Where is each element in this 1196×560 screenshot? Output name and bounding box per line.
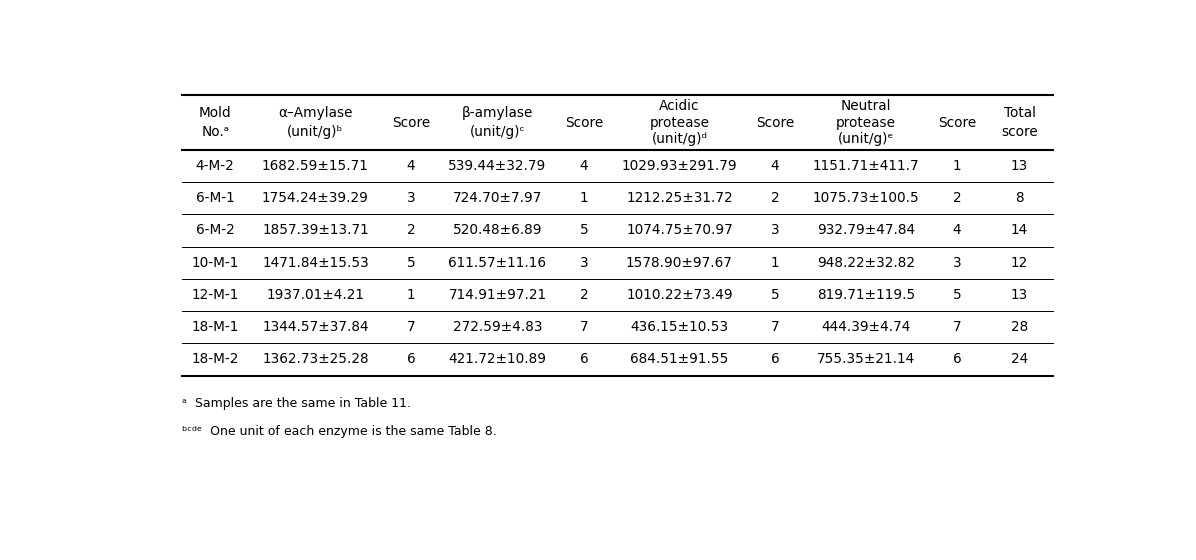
Text: Mold: Mold xyxy=(199,106,232,120)
Text: Total: Total xyxy=(1003,106,1036,120)
Text: 8: 8 xyxy=(1015,191,1024,205)
Text: 7: 7 xyxy=(580,320,588,334)
Text: 1: 1 xyxy=(953,159,962,173)
Text: 4: 4 xyxy=(580,159,588,173)
Text: 1: 1 xyxy=(580,191,588,205)
Text: Acidic: Acidic xyxy=(659,99,700,113)
Text: ᵃ  Samples are the same in Table 11.: ᵃ Samples are the same in Table 11. xyxy=(182,397,411,410)
Text: 1344.57±37.84: 1344.57±37.84 xyxy=(262,320,368,334)
Text: 2: 2 xyxy=(770,191,780,205)
Text: 5: 5 xyxy=(770,288,780,302)
Text: 3: 3 xyxy=(770,223,780,237)
Text: Neutral: Neutral xyxy=(841,99,891,113)
Text: 1: 1 xyxy=(407,288,415,302)
Text: 12-M-1: 12-M-1 xyxy=(191,288,239,302)
Text: 6-M-2: 6-M-2 xyxy=(196,223,234,237)
Text: Score: Score xyxy=(938,115,976,129)
Text: β-amylase: β-amylase xyxy=(462,106,533,120)
Text: 6: 6 xyxy=(407,352,415,366)
Text: 1010.22±73.49: 1010.22±73.49 xyxy=(627,288,733,302)
Text: 7: 7 xyxy=(407,320,415,334)
Text: 421.72±10.89: 421.72±10.89 xyxy=(448,352,547,366)
Text: 1471.84±15.53: 1471.84±15.53 xyxy=(262,256,368,270)
Text: 1212.25±31.72: 1212.25±31.72 xyxy=(627,191,733,205)
Text: Score: Score xyxy=(565,115,603,129)
Text: 1754.24±39.29: 1754.24±39.29 xyxy=(262,191,368,205)
Text: 1151.71±411.7: 1151.71±411.7 xyxy=(813,159,920,173)
Text: 13: 13 xyxy=(1011,288,1029,302)
Text: 24: 24 xyxy=(1011,352,1029,366)
Text: (unit/g)ᶜ: (unit/g)ᶜ xyxy=(470,125,525,139)
Text: 724.70±7.97: 724.70±7.97 xyxy=(453,191,542,205)
Text: 1074.75±70.97: 1074.75±70.97 xyxy=(627,223,733,237)
Text: 6: 6 xyxy=(953,352,962,366)
Text: 1075.73±100.5: 1075.73±100.5 xyxy=(813,191,920,205)
Text: 7: 7 xyxy=(770,320,780,334)
Text: 3: 3 xyxy=(407,191,415,205)
Text: 819.71±119.5: 819.71±119.5 xyxy=(817,288,915,302)
Text: 1362.73±25.28: 1362.73±25.28 xyxy=(262,352,368,366)
Text: 18-M-1: 18-M-1 xyxy=(191,320,239,334)
Text: score: score xyxy=(1001,125,1038,139)
Text: 948.22±32.82: 948.22±32.82 xyxy=(817,256,915,270)
Text: 755.35±21.14: 755.35±21.14 xyxy=(817,352,915,366)
Text: 3: 3 xyxy=(580,256,588,270)
Text: 1857.39±13.71: 1857.39±13.71 xyxy=(262,223,368,237)
Text: 13: 13 xyxy=(1011,159,1029,173)
Text: 6: 6 xyxy=(580,352,588,366)
Text: 2: 2 xyxy=(407,223,415,237)
Text: 436.15±10.53: 436.15±10.53 xyxy=(630,320,728,334)
Text: 5: 5 xyxy=(407,256,415,270)
Text: α–Amylase: α–Amylase xyxy=(279,106,353,120)
Text: 520.48±6.89: 520.48±6.89 xyxy=(453,223,542,237)
Text: 2: 2 xyxy=(580,288,588,302)
Text: 272.59±4.83: 272.59±4.83 xyxy=(453,320,542,334)
Text: 444.39±4.74: 444.39±4.74 xyxy=(822,320,911,334)
Text: 6: 6 xyxy=(770,352,780,366)
Text: 4: 4 xyxy=(407,159,415,173)
Text: 684.51±91.55: 684.51±91.55 xyxy=(630,352,728,366)
Text: 4: 4 xyxy=(953,223,962,237)
Text: Score: Score xyxy=(392,115,431,129)
Text: 1937.01±4.21: 1937.01±4.21 xyxy=(267,288,365,302)
Text: 3: 3 xyxy=(953,256,962,270)
Text: 7: 7 xyxy=(953,320,962,334)
Text: 1029.93±291.79: 1029.93±291.79 xyxy=(622,159,737,173)
Text: 5: 5 xyxy=(580,223,588,237)
Text: Score: Score xyxy=(756,115,794,129)
Text: 1: 1 xyxy=(770,256,780,270)
Text: 714.91±97.21: 714.91±97.21 xyxy=(448,288,547,302)
Text: 539.44±32.79: 539.44±32.79 xyxy=(448,159,547,173)
Text: No.ᵃ: No.ᵃ xyxy=(201,125,230,139)
Text: protease: protease xyxy=(836,115,896,129)
Text: protease: protease xyxy=(649,115,709,129)
Text: ᵇᶜᵈᵉ  One unit of each enzyme is the same Table 8.: ᵇᶜᵈᵉ One unit of each enzyme is the same… xyxy=(182,425,496,438)
Text: 12: 12 xyxy=(1011,256,1029,270)
Text: 6-M-1: 6-M-1 xyxy=(196,191,234,205)
Text: 611.57±11.16: 611.57±11.16 xyxy=(448,256,547,270)
Text: 1578.90±97.67: 1578.90±97.67 xyxy=(626,256,733,270)
Text: 1682.59±15.71: 1682.59±15.71 xyxy=(262,159,368,173)
Text: 2: 2 xyxy=(953,191,962,205)
Text: 18-M-2: 18-M-2 xyxy=(191,352,239,366)
Text: 4-M-2: 4-M-2 xyxy=(196,159,234,173)
Text: 14: 14 xyxy=(1011,223,1029,237)
Text: (unit/g)ᵇ: (unit/g)ᵇ xyxy=(287,125,343,139)
Text: (unit/g)ᵈ: (unit/g)ᵈ xyxy=(652,132,708,146)
Text: 932.79±47.84: 932.79±47.84 xyxy=(817,223,915,237)
Text: 10-M-1: 10-M-1 xyxy=(191,256,239,270)
Text: 5: 5 xyxy=(953,288,962,302)
Text: 28: 28 xyxy=(1011,320,1029,334)
Text: 4: 4 xyxy=(770,159,780,173)
Text: (unit/g)ᵉ: (unit/g)ᵉ xyxy=(838,132,895,146)
